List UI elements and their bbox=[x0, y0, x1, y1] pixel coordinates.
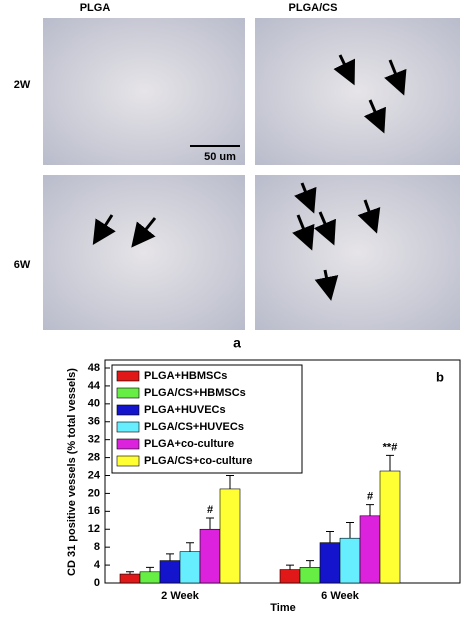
bar bbox=[279, 569, 301, 584]
bar bbox=[139, 571, 161, 584]
significance-label: # bbox=[367, 491, 373, 503]
bar bbox=[359, 515, 381, 584]
legend-swatch bbox=[116, 421, 140, 433]
error-bar bbox=[326, 530, 334, 543]
y-tick-label: 12 bbox=[88, 523, 100, 535]
y-axis-label: CD 31 positive vessels (% total vessels) bbox=[66, 368, 78, 576]
legend-label: PLGA+HBMSCs bbox=[144, 370, 227, 382]
legend-swatch bbox=[116, 455, 140, 467]
error-bar bbox=[186, 542, 194, 552]
row-label: 2W bbox=[14, 79, 31, 91]
error-bar bbox=[146, 566, 154, 572]
panel-label: b bbox=[436, 369, 444, 384]
error-bar bbox=[286, 564, 294, 570]
error-bar bbox=[126, 571, 134, 575]
y-tick-label: 48 bbox=[88, 362, 100, 374]
bar bbox=[219, 488, 241, 584]
legend-swatch bbox=[116, 404, 140, 416]
error-bar bbox=[306, 560, 314, 568]
legend-label: PLGA/CS+HBMSCs bbox=[144, 387, 246, 399]
arrows bbox=[92, 54, 407, 301]
image bbox=[43, 18, 245, 165]
bar bbox=[339, 537, 361, 584]
micrographs bbox=[43, 18, 460, 330]
bar bbox=[199, 528, 221, 584]
legend-label: PLGA/CS+HUVECs bbox=[144, 421, 244, 433]
legend-swatch bbox=[116, 387, 140, 399]
image bbox=[255, 18, 460, 165]
error-bar bbox=[346, 522, 354, 539]
x-tick-label: 2 Week bbox=[161, 590, 200, 602]
legend-swatch bbox=[116, 438, 140, 450]
significance-label: **# bbox=[383, 441, 398, 453]
y-tick-label: 8 bbox=[94, 541, 100, 553]
bar bbox=[179, 551, 201, 584]
y-tick-label: 40 bbox=[88, 398, 100, 410]
error-bar bbox=[166, 553, 174, 561]
row-label: 6W bbox=[14, 259, 31, 271]
y-tick-label: 0 bbox=[94, 577, 100, 589]
x-tick-label: 6 Week bbox=[321, 590, 360, 602]
legend-label: PLGA+co-culture bbox=[144, 438, 234, 450]
error-bar bbox=[226, 475, 234, 489]
error-bar bbox=[366, 504, 374, 516]
error-bar bbox=[386, 454, 394, 472]
y-tick-label: 4 bbox=[94, 559, 101, 571]
legend-label: PLGA/CS+co-culture bbox=[144, 455, 253, 467]
y-tick-label: 20 bbox=[88, 487, 100, 499]
bar bbox=[319, 542, 341, 584]
scale-label: 50 um bbox=[204, 151, 236, 163]
legend-swatch bbox=[116, 370, 140, 382]
column-label: PLGA bbox=[80, 2, 111, 14]
legend-label: PLGA+HUVECs bbox=[144, 404, 226, 416]
x-axis-label: Time bbox=[270, 602, 295, 614]
bar bbox=[159, 560, 181, 584]
y-tick-label: 28 bbox=[88, 451, 100, 463]
error-bar bbox=[206, 517, 214, 530]
bar bbox=[299, 567, 321, 584]
image bbox=[43, 175, 245, 330]
bar bbox=[379, 470, 401, 584]
y-tick-label: 24 bbox=[88, 469, 101, 481]
column-label: PLGA/CS bbox=[289, 2, 338, 14]
y-tick-label: 16 bbox=[88, 505, 100, 517]
panel-label: a bbox=[233, 335, 241, 351]
y-tick-label: 36 bbox=[88, 416, 100, 428]
legend-box bbox=[111, 364, 303, 474]
significance-label: # bbox=[207, 504, 213, 516]
y-tick-label: 44 bbox=[88, 380, 101, 392]
image bbox=[255, 175, 460, 330]
bar bbox=[119, 573, 141, 584]
y-tick-label: 32 bbox=[88, 434, 100, 446]
